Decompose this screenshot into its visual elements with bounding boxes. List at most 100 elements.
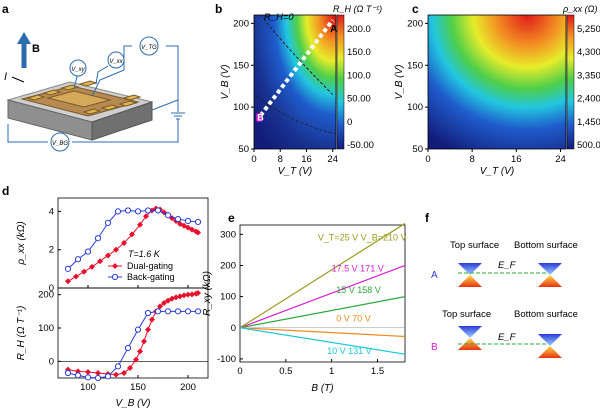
data-point [129, 231, 135, 238]
substrate-side-right [91, 101, 153, 141]
data-point [74, 256, 82, 263]
rho-heatmap [427, 14, 567, 150]
data-point [184, 217, 192, 225]
y-tick-label: 0 [49, 283, 54, 294]
panel-label-d: d [2, 184, 9, 198]
meter-vxx-label: V_xx [109, 59, 123, 65]
legend-marker-back [111, 273, 119, 281]
panel-d-legend: Dual-gating Back-gating [108, 261, 175, 282]
data-point [181, 292, 187, 299]
y-tick-label: 100 [233, 102, 249, 113]
row-a-label: A [431, 270, 438, 281]
series-line [239, 264, 406, 329]
contact-pad [118, 100, 138, 107]
current-arrow [11, 76, 25, 83]
data-point [185, 291, 191, 298]
x-tick-label: 16 [301, 154, 312, 165]
meter-vxy [69, 59, 87, 77]
panel-d-bottom-frame [57, 287, 209, 379]
data-point [105, 252, 111, 259]
x-tick-label: 100 [80, 382, 96, 393]
x-tick-label: 0.5 [279, 366, 292, 377]
data-point [194, 218, 202, 226]
panel-c-axes: 0 8 16 24 50 100 150 200 [407, 18, 566, 165]
panel-e-ylabel: R_xy (kΩ) [202, 271, 213, 316]
data-point [95, 370, 101, 376]
contact-pad [78, 80, 98, 87]
y-tick-label: 100 [38, 323, 54, 334]
data-point [73, 273, 79, 280]
series-label-0v: 0 V 70 V [336, 314, 371, 324]
bottom-surface-label-b: Bottom surface [514, 309, 578, 320]
panel-c-xlabel: V_T (V) [480, 166, 514, 177]
data-point [195, 290, 201, 296]
panel-label-e: e [228, 211, 235, 225]
data-point [134, 326, 142, 333]
colorbar-tick-label: 2,400 [577, 94, 600, 105]
x-tick-label: 24 [555, 154, 566, 165]
panel-f: Top surface Bottom surface A E_F Top sur… [431, 240, 578, 358]
y-tick-label: 4 [49, 206, 54, 217]
panel-d-bottom-ylabel: R_H (Ω T⁻¹) [16, 306, 27, 361]
y-tick-label: 150 [233, 60, 249, 71]
colorbar-tick-label: 1,450 [577, 117, 600, 128]
data-point [85, 369, 91, 375]
meter-vxy-label: V_xy [71, 67, 85, 73]
y-tick-label: 50 [412, 144, 423, 155]
row-b-label: B [431, 342, 438, 353]
data-point [64, 369, 72, 377]
data-point [74, 372, 82, 379]
panel-label-f: f [425, 211, 430, 225]
colorbar-tick-label: 50.00 [347, 94, 371, 105]
data-point [97, 258, 103, 265]
data-point [194, 308, 202, 315]
wire [72, 119, 179, 143]
dirac-cone-upper [538, 263, 562, 275]
data-point [184, 308, 192, 315]
panel-d-top-series [64, 205, 202, 285]
current-label: I [4, 71, 7, 83]
data-point [164, 212, 172, 219]
rho-colorbar-label: ρ_xx (Ω) [562, 4, 598, 14]
data-point [161, 300, 167, 306]
meter-vtg [139, 36, 159, 56]
colorbar-tick-label: 5,250 [577, 24, 600, 35]
top-surface-label-a: Top surface [450, 240, 499, 251]
series-line [239, 327, 406, 338]
top-gate [46, 90, 112, 108]
colorbar-tick-label: 200.0 [347, 24, 371, 35]
data-point [104, 219, 112, 226]
panel-label-b: b [215, 2, 222, 16]
y-tick-label: 200 [220, 260, 236, 271]
top-surface-label-b: Top surface [442, 309, 491, 320]
data-point [64, 265, 72, 272]
series-line [67, 292, 199, 376]
panel-d-top-axes: 0 2 4 [49, 206, 189, 294]
y-tick-label: 50 [238, 144, 249, 155]
data-point [94, 374, 102, 382]
x-tick-label: 0 [425, 154, 430, 165]
x-tick-label: 1.5 [371, 366, 384, 377]
y-tick-label: 150 [407, 60, 423, 71]
panel-b-xlabel: V_T (V) [278, 166, 312, 177]
data-point [121, 240, 127, 246]
series-label-15v: 15 V 158 V [336, 285, 381, 295]
data-point [144, 207, 152, 214]
dirac-cone-upper [458, 263, 482, 275]
data-point [113, 246, 119, 253]
data-point [145, 326, 151, 333]
colorbar-tick-label: 0 [347, 117, 352, 128]
panel-c-ylabel: V_B (V) [394, 64, 405, 99]
panel-e-series [239, 222, 406, 355]
data-point [84, 248, 92, 255]
wire [151, 45, 179, 111]
data-point [174, 308, 182, 315]
contact-pad [100, 104, 120, 111]
y-tick-label: 100 [220, 292, 236, 303]
data-point [144, 309, 152, 317]
dirac-cone-lower [538, 346, 562, 358]
wire [95, 65, 109, 85]
data-point [89, 263, 95, 270]
